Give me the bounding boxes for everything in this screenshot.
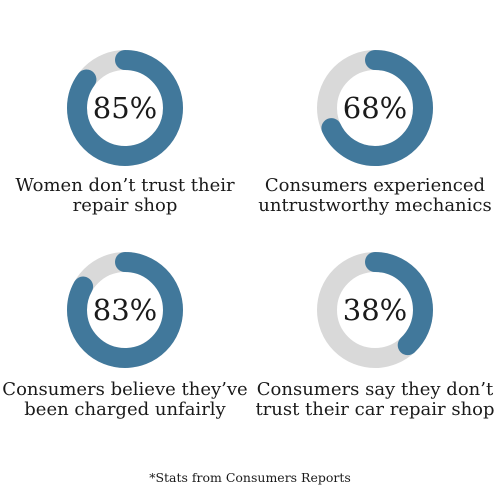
stat-women-distrust: 85% [0, 43, 250, 173]
donut-chart-83: 83% [67, 252, 183, 368]
caption-untrustworthy-mechanics: Consumers experienced untrustworthy mech… [258, 175, 492, 216]
stat-untrustworthy-mechanics: 68% [250, 43, 500, 173]
stat-charged-unfairly: 83% [0, 245, 250, 375]
donut-chart-68: 68% [317, 50, 433, 166]
percent-label: 68% [343, 91, 407, 125]
donut-chart-85: 85% [67, 50, 183, 166]
donut-arc [317, 50, 433, 166]
donut-arc [67, 252, 183, 368]
caption-charged-unfairly: Consumers believe they’ve been charged u… [2, 379, 248, 420]
caption-distrust-car-shop: Consumers say they don’t trust their car… [255, 379, 495, 420]
percent-label: 85% [93, 91, 157, 125]
footnote: *Stats from Consumers Reports [149, 470, 351, 485]
percent-label: 83% [93, 293, 157, 327]
stat-distrust-car-shop: 38% [250, 245, 500, 375]
donut-arc [317, 252, 433, 368]
percent-label: 38% [343, 293, 407, 327]
caption-women-distrust: Women don’t trust their repair shop [15, 175, 235, 216]
donut-chart-38: 38% [317, 252, 433, 368]
donut-arc [67, 50, 183, 166]
